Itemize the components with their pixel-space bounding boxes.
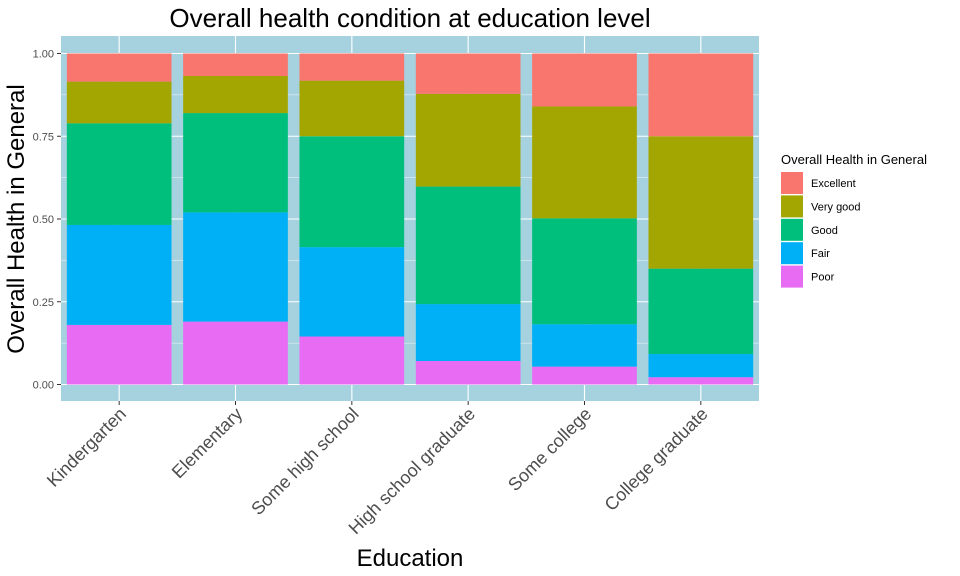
bar-segment: [415, 360, 521, 385]
y-tick-label: 0.00: [33, 380, 54, 392]
bar-segment: [183, 113, 288, 213]
bars: [66, 53, 754, 385]
y-axis: 0.00 0.25 0.50 0.75 1.00: [33, 49, 61, 392]
x-axis: Kindergarten Elementary Some high schoolHi…: [43, 401, 712, 538]
bar-segment: [415, 304, 521, 361]
legend-label: Poor: [811, 272, 835, 284]
bar-segment: [299, 53, 405, 81]
bar-segment: [648, 53, 754, 137]
chart-title: Overall health condition at education le…: [169, 3, 650, 33]
bar-segment: [66, 53, 172, 82]
bar-segment: [415, 53, 521, 94]
x-tick-label: College graduate: [601, 404, 712, 515]
bar-segment: [66, 324, 172, 385]
bar-segment: [183, 212, 288, 322]
bar-segment: [183, 321, 288, 385]
bar-segment: [648, 136, 754, 269]
bar-segment: [299, 336, 405, 385]
bar-segment: [299, 136, 405, 248]
y-tick-label: 0.50: [33, 214, 54, 226]
x-tick-label: High school graduate: [345, 404, 479, 538]
legend-key: [781, 218, 803, 241]
bar-segment: [299, 80, 405, 137]
bar-segment: [66, 123, 172, 225]
bar-segment: [415, 186, 521, 305]
bar-segment: [183, 76, 288, 114]
legend-key: [781, 265, 803, 288]
legend-label: Fair: [811, 248, 830, 260]
bar-segment: [299, 247, 405, 337]
bar-segment: [532, 218, 637, 325]
legend-key: [781, 242, 803, 265]
y-tick-label: 0.75: [33, 131, 54, 143]
legend: Overall Health in General Excellent Very …: [781, 152, 927, 288]
y-tick-label: 1.00: [33, 49, 54, 61]
x-tick-label: Some high school: [247, 404, 362, 519]
legend-label: Good: [811, 225, 838, 237]
y-axis-title: Overall Health in General: [3, 84, 30, 353]
legend-title: Overall Health in General: [781, 152, 927, 167]
bar-segment: [532, 324, 637, 367]
x-tick-label: Some college: [504, 404, 595, 495]
legend-label: Excellent: [811, 178, 856, 190]
x-tick-label: Elementary: [168, 404, 247, 483]
bar-segment: [532, 366, 637, 385]
bar-segment: [648, 377, 754, 385]
bar-segment: [66, 81, 172, 124]
legend-key: [781, 195, 803, 218]
bar-segment: [648, 354, 754, 378]
legend-key: [781, 172, 803, 194]
bar-segment: [183, 53, 288, 77]
bar-segment: [532, 106, 637, 219]
x-tick-label: Kindergarten: [43, 404, 130, 491]
bar-segment: [648, 268, 754, 355]
bar-segment: [415, 93, 521, 187]
bar-segment: [66, 224, 172, 325]
bar-segment: [532, 53, 637, 107]
y-tick-label: 0.25: [33, 297, 54, 309]
legend-label: Very good: [811, 201, 861, 213]
x-axis-title: Education: [357, 545, 464, 572]
